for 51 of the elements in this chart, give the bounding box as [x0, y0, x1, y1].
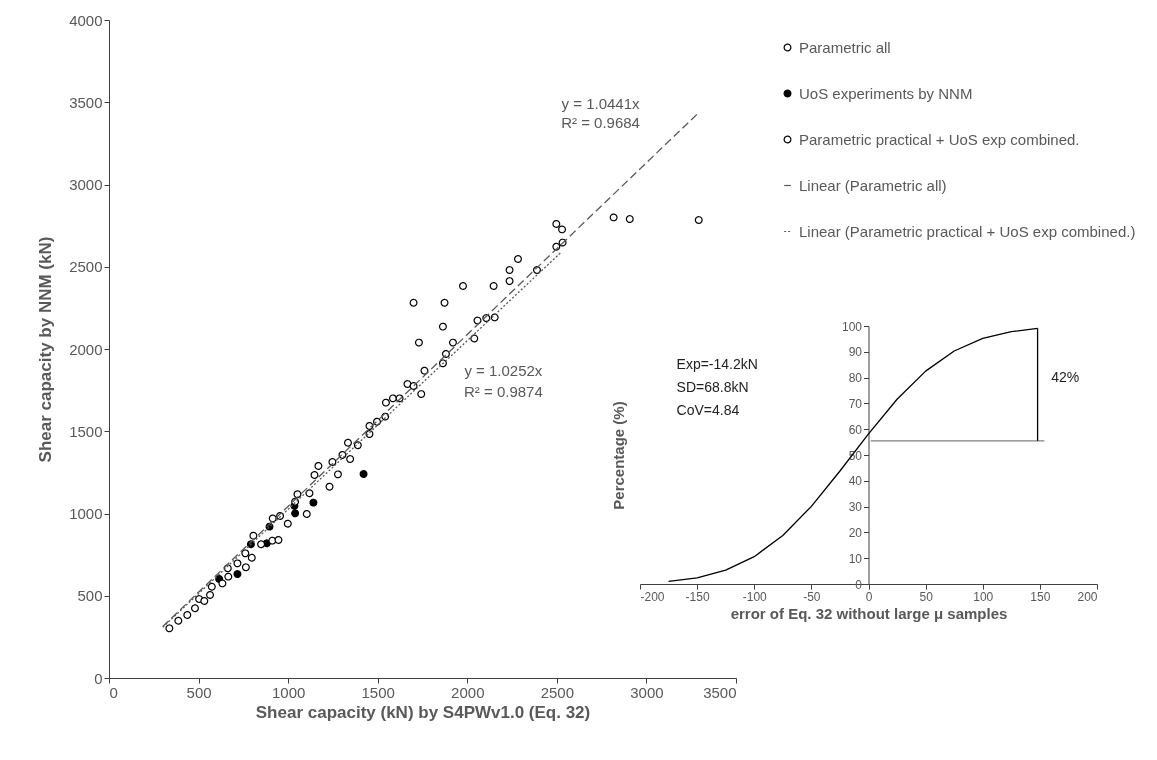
x-tick-label: 0: [865, 589, 873, 604]
legend-label: Parametric practical + UoS exp combined.: [799, 130, 1080, 148]
y-tick-label: 3500: [69, 93, 103, 111]
x-axis-title: error of Eq. 32 without large μ samples: [730, 604, 1008, 622]
x-tick-label: 50: [919, 589, 934, 604]
y-tick-label: 40: [848, 474, 863, 489]
y-tick-label: 1000: [69, 505, 103, 522]
x-tick-label: 2000: [451, 683, 485, 701]
x-axis-title: Shear capacity (kN) by S4PWv1.0 (Eq. 32): [255, 702, 591, 722]
legend-label: UoS experiments by NNM: [799, 84, 973, 102]
y-tick-label: 80: [848, 371, 863, 386]
y-tick-label: 60: [848, 422, 863, 437]
y-tick-label: 3000: [69, 176, 103, 193]
legend-label: Parametric all: [799, 38, 891, 56]
y-tick-label: 20: [848, 525, 863, 540]
legend-label: Linear (Parametric all): [799, 176, 947, 194]
annotation: CoV=4.84: [676, 402, 740, 419]
x-tick-label: -50: [803, 589, 821, 604]
x-tick-label: 1000: [271, 683, 306, 701]
x-tick-label: 2500: [540, 683, 575, 701]
y-tick-label: 4000: [69, 11, 103, 29]
x-tick-label: 500: [186, 683, 212, 701]
y-tick-label: 70: [848, 396, 863, 411]
legend-label: Linear (Parametric practical + UoS exp combined.): [799, 222, 1136, 240]
y-tick-label: 2000: [69, 340, 103, 358]
annotation: 42%: [1051, 368, 1080, 385]
annotation: Exp=-14.2kN: [676, 355, 758, 372]
y-tick-label: 10: [848, 551, 863, 566]
x-tick-label: 3000: [630, 683, 664, 701]
y-tick-label: 90: [848, 345, 863, 360]
x-tick-label: 1500: [361, 683, 395, 701]
y-axis-title: Shear capacity by NNM (kN): [36, 236, 56, 463]
x-tick-label: -200: [640, 589, 665, 604]
annotation: R² = 0.9684: [561, 114, 640, 132]
x-tick-label: -100: [742, 589, 768, 604]
annotation: y = 1.0252x: [464, 362, 543, 380]
annotation: SD=68.8kN: [676, 378, 749, 395]
x-tick-label: 100: [973, 589, 994, 604]
annotation: R² = 0.9874: [463, 382, 543, 400]
x-tick-label: 0: [109, 683, 118, 701]
y-tick-label: 0: [94, 669, 103, 687]
x-tick-label: 200: [1077, 589, 1098, 604]
y-tick-label: 2500: [69, 258, 103, 276]
y-tick-label: 100: [841, 319, 863, 334]
x-tick-label: -150: [685, 589, 710, 604]
y-tick-label: 1500: [69, 422, 103, 440]
y-axis-title: Percentage (%): [609, 401, 627, 510]
annotation: y = 1.0441x: [561, 95, 641, 113]
x-tick-label: 3500: [703, 683, 737, 701]
x-tick-label: 150: [1030, 589, 1051, 604]
y-tick-label: 30: [848, 500, 863, 515]
